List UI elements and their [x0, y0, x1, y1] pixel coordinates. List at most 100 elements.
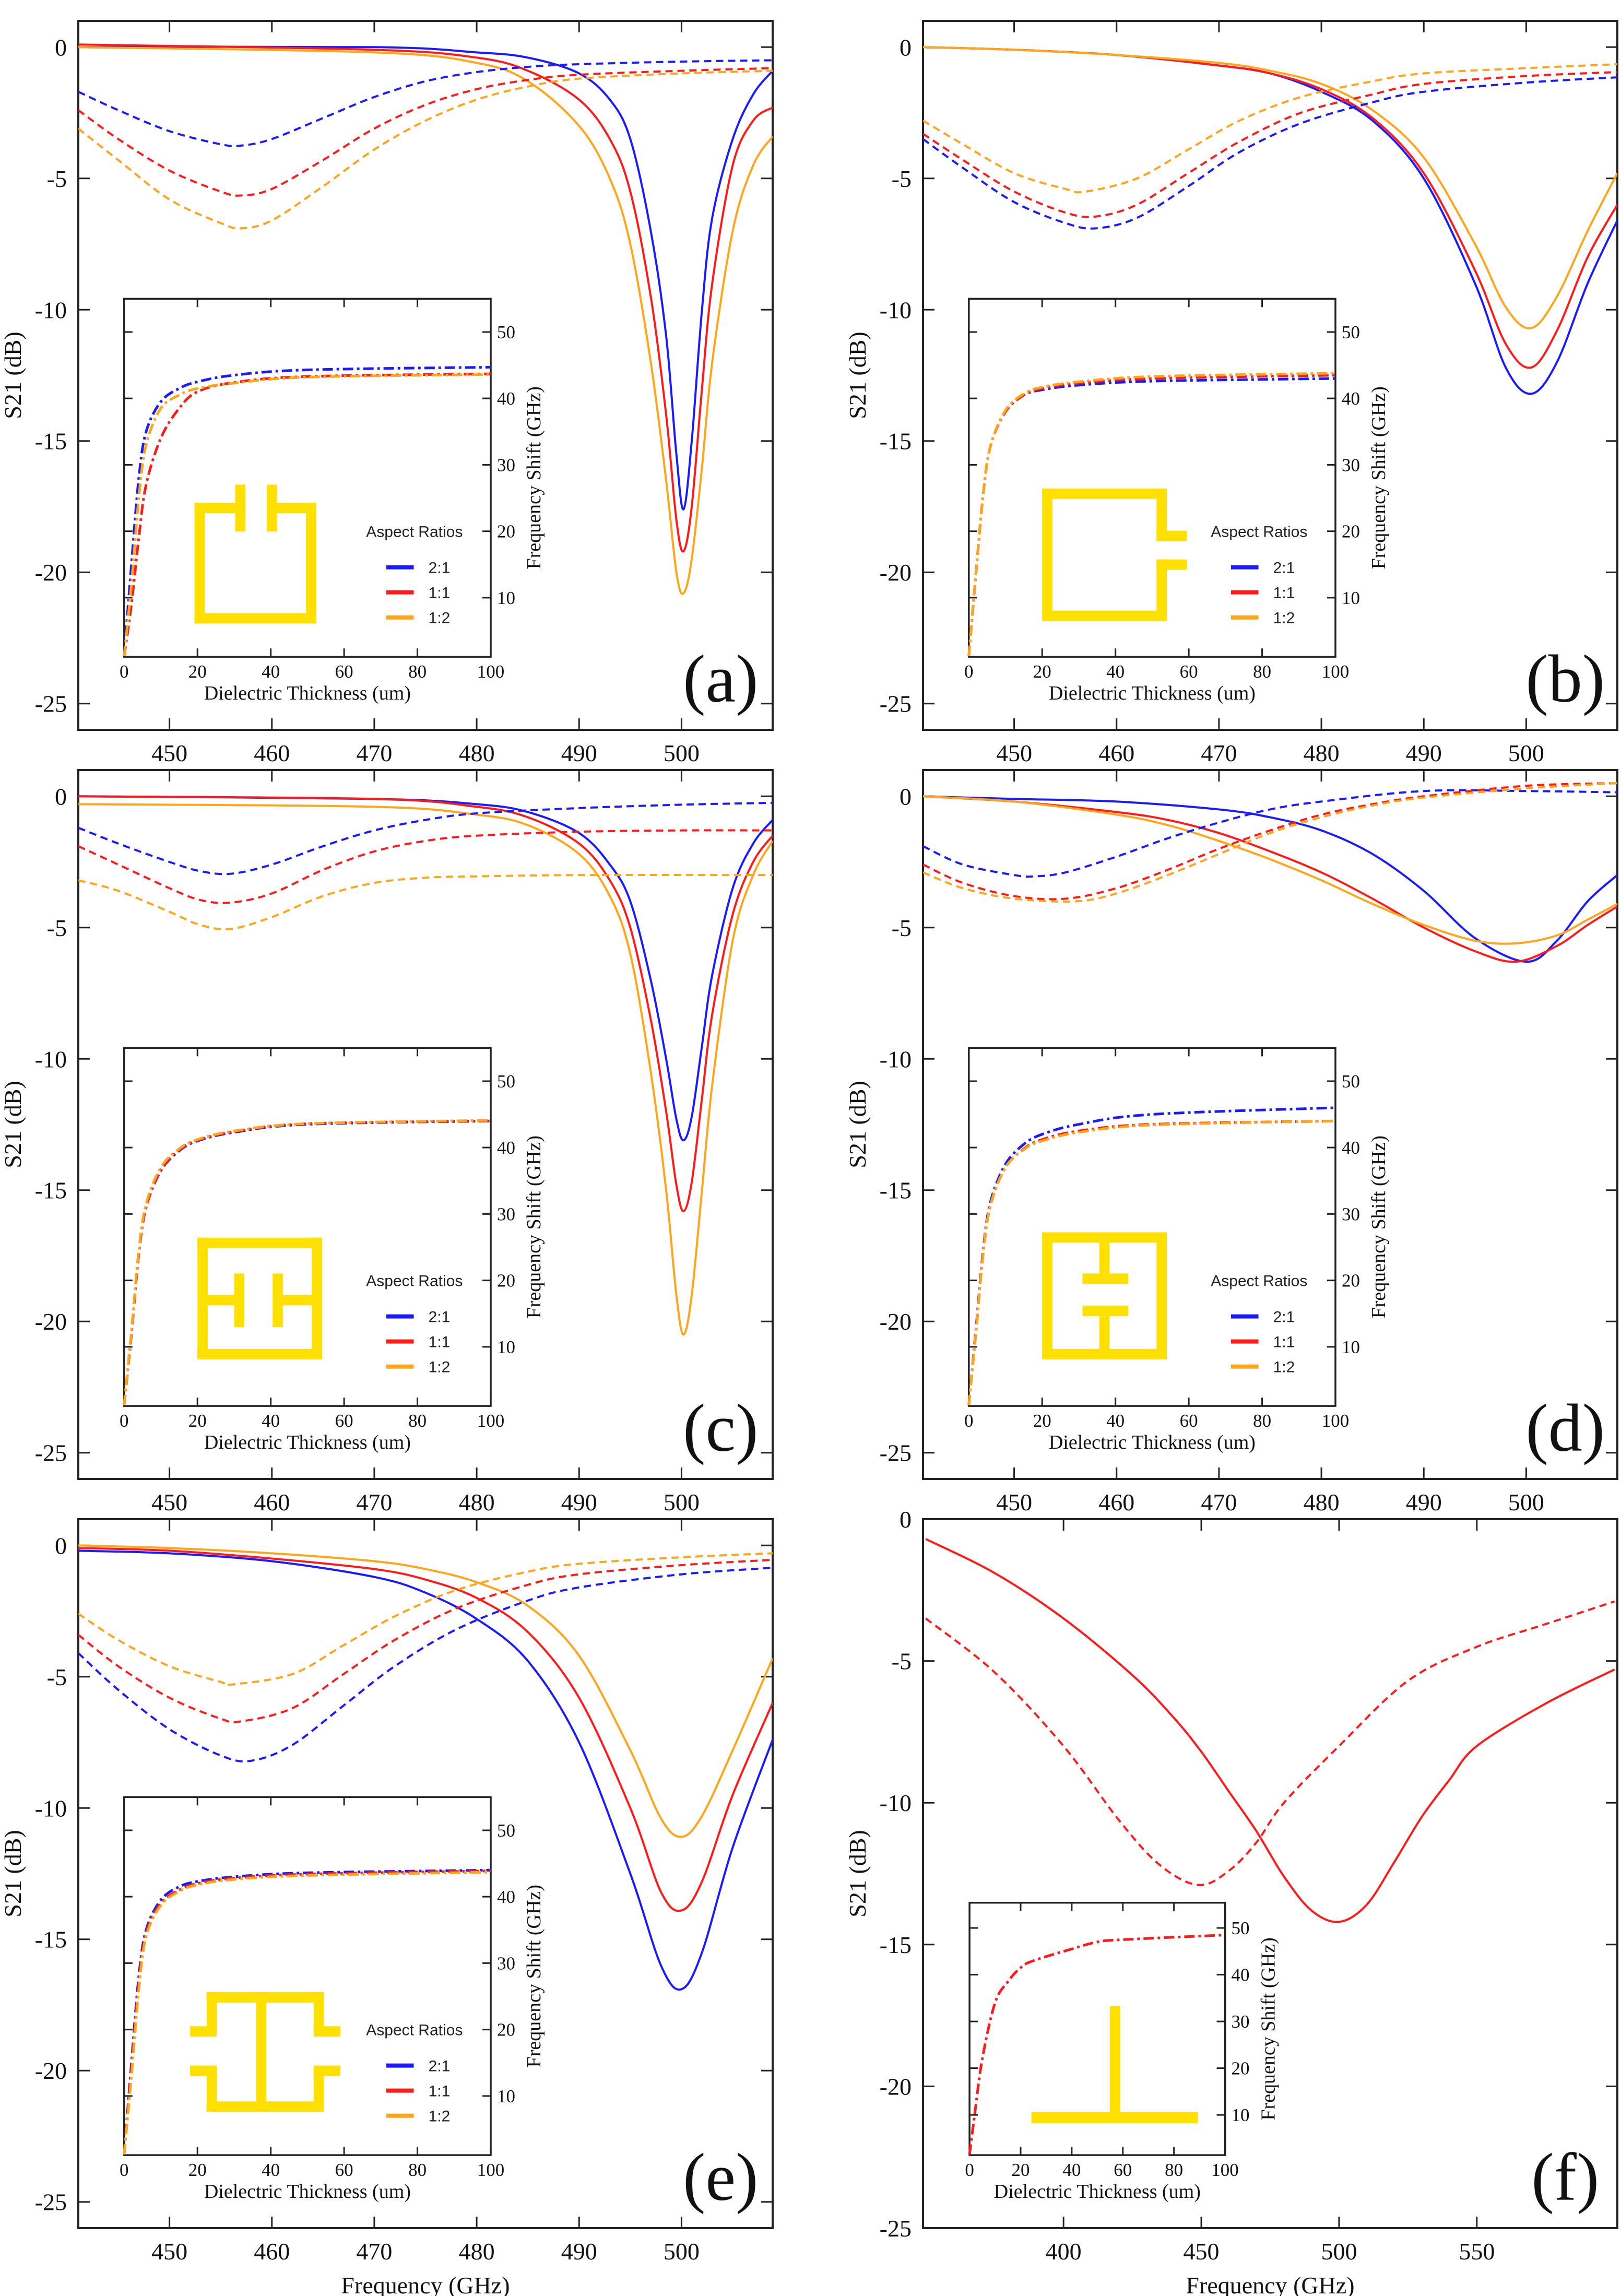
inset-y-tick-label: 50 — [497, 1071, 515, 1092]
inset-x-tick-label: 80 — [408, 2160, 427, 2180]
inset-chart: 0 20 40 60 80 100 10 20 30 40 50 Dielectric Thickne… — [965, 1901, 1280, 2203]
inset-y-tick-label: 40 — [1342, 388, 1360, 409]
y-tick-label: -10 — [35, 1046, 67, 1072]
inset-y-tick-label: 20 — [1342, 522, 1360, 542]
y-tick-label: -10 — [35, 297, 67, 323]
inset-x-tick-label: 0 — [964, 1411, 974, 1431]
inset-x-tick-label: 40 — [1106, 661, 1125, 682]
y-tick-label: -5 — [892, 915, 912, 941]
inset-x-tick-label: 0 — [964, 661, 974, 682]
resonator-icon-segment — [313, 1992, 324, 2033]
resonator-icon-segment — [1082, 1306, 1129, 1316]
inset-x-tick-label: 20 — [1033, 661, 1051, 682]
series-line-orange-solid — [923, 795, 1617, 945]
inset-x-tick-label: 40 — [262, 2160, 280, 2180]
y-axis-title: S21 (dB) — [0, 332, 26, 419]
inset-y-axis-title: Frequency Shift (GHz) — [1258, 1937, 1280, 2120]
resonator-icon-segment — [235, 484, 246, 532]
y-tick-label: -25 — [35, 1440, 67, 1466]
series-line-red-dashed — [78, 829, 773, 904]
x-tick-label: 490 — [561, 1489, 597, 1516]
series-line-orange-dashed — [923, 782, 1617, 903]
inset-series-line-orange — [967, 372, 1336, 657]
inset-series-line-blue — [123, 1868, 491, 2155]
y-tick-label: -10 — [880, 297, 912, 323]
x-tick-label: 400 — [1046, 2238, 1082, 2265]
y-axis-title: S21 (dB) — [844, 1081, 871, 1168]
series-line-red-dashed — [78, 1558, 773, 1724]
inset-x-axis-title: Dielectric Thickness (um) — [1049, 1431, 1256, 1453]
resonator-icon-segment — [190, 2026, 217, 2037]
inset-y-tick-label: 50 — [497, 322, 515, 342]
y-tick-label: 0 — [900, 1506, 912, 1533]
x-tick-label: 460 — [1098, 1489, 1134, 1516]
inset-chart: 0 20 40 60 80 100 10 20 30 40 50 Dielectric Thickne… — [120, 1047, 545, 1453]
series-line-blue-solid — [78, 45, 773, 511]
series-line-red-solid — [923, 795, 1617, 963]
inset-y-tick-label: 30 — [1342, 1204, 1360, 1224]
y-tick-label: 0 — [900, 783, 912, 810]
resonator-icon-segment — [234, 1273, 245, 1328]
y-tick-label: -15 — [880, 428, 912, 455]
resonator-icon-segment — [256, 1992, 267, 2112]
inset-x-tick-label: 60 — [335, 1411, 353, 1431]
resonator-icon-segment — [313, 2065, 341, 2076]
series-line-orange-dashed — [78, 69, 773, 230]
resonator-icon-segment — [197, 1237, 322, 1248]
x-tick-label: 480 — [459, 2238, 495, 2265]
inset-x-tick-label: 40 — [1106, 1411, 1125, 1431]
y-tick-label: -15 — [880, 1177, 912, 1204]
inset-y-tick-label: 20 — [497, 1271, 515, 1291]
x-axis-title: Frequency (GHz) — [341, 2272, 510, 2296]
inset-y-tick-label: 20 — [1232, 2058, 1250, 2079]
legend-label: 2:1 — [429, 1309, 451, 1326]
inset-x-tick-label: 100 — [477, 1411, 505, 1431]
series-line-red-solid — [925, 1538, 1615, 1923]
x-tick-label: 500 — [1508, 1489, 1544, 1516]
inset-series-line-orange — [123, 373, 491, 657]
x-tick-label: 470 — [1201, 740, 1237, 766]
inset-y-tick-label: 30 — [497, 1204, 515, 1224]
series-line-red-dashed — [925, 1600, 1615, 1886]
legend-label: 1:1 — [429, 1334, 451, 1351]
legend-label: 2:1 — [1273, 560, 1295, 577]
resonator-icon-segment — [306, 503, 316, 624]
resonator-icon-segment — [194, 503, 205, 624]
y-tick-label: -5 — [47, 1664, 67, 1690]
resonator-icon-segment — [1042, 1349, 1167, 1359]
y-tick-label: -20 — [880, 2073, 912, 2100]
x-tick-label: 480 — [1304, 740, 1340, 766]
x-tick-label: 460 — [1098, 740, 1134, 766]
inset-x-tick-label: 60 — [1180, 1411, 1198, 1431]
inset-x-tick-label: 100 — [1322, 661, 1350, 682]
series-line-orange-solid — [78, 46, 773, 595]
legend-label: 1:2 — [1273, 610, 1295, 627]
legend-title: Aspect Ratios — [366, 523, 463, 540]
x-tick-label: 550 — [1459, 2238, 1495, 2265]
inset-y-tick-label: 20 — [1342, 1271, 1360, 1291]
legend-label: 1:1 — [429, 585, 451, 602]
legend-label: 1:1 — [1273, 1334, 1295, 1351]
legend-title: Aspect Ratios — [366, 2021, 463, 2039]
inset-y-axis-title: Frequency Shift (GHz) — [523, 386, 545, 569]
inset-x-tick-label: 60 — [335, 661, 353, 682]
inset-x-tick-label: 100 — [477, 2160, 505, 2180]
y-tick-label: -10 — [880, 1790, 912, 1816]
inset-y-tick-label: 50 — [1232, 1918, 1250, 1938]
inset-series-line-red — [968, 1933, 1225, 2155]
legend-title: Aspect Ratios — [366, 1272, 463, 1289]
series-group — [78, 795, 773, 1336]
series-line-red-dashed — [923, 782, 1617, 901]
inset-x-tick-label: 60 — [1180, 661, 1198, 682]
series-group — [78, 1544, 773, 1991]
inset-y-tick-label: 40 — [497, 1887, 515, 1907]
series-line-blue-dashed — [78, 801, 773, 875]
y-tick-label: -25 — [880, 2215, 912, 2242]
inset-y-tick-label: 10 — [1342, 588, 1360, 608]
inset-x-tick-label: 80 — [408, 661, 427, 682]
resonator-icon-segment — [207, 1295, 240, 1306]
inset-chart: 0 20 40 60 80 100 10 20 30 40 50 Dielectric Thickne… — [964, 298, 1390, 704]
chart-panel-e: 450 460 470 480 490 5000-5-10-15-20-25Frequen… — [0, 1518, 774, 2296]
y-tick-label: -15 — [35, 1177, 67, 1204]
